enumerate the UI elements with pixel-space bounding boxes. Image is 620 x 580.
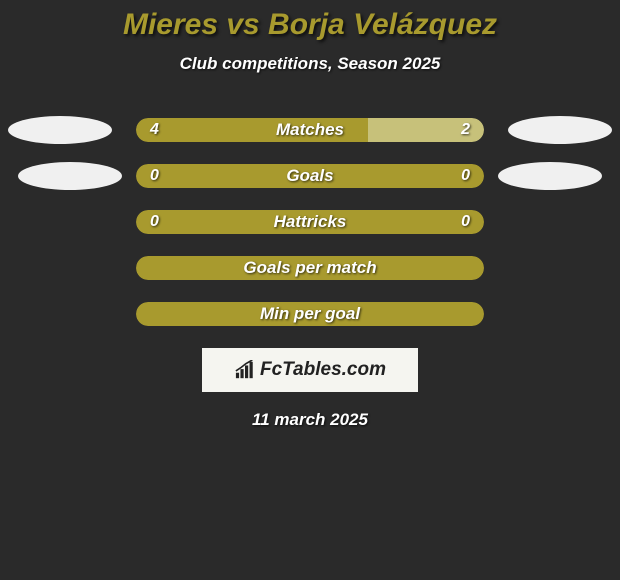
stat-row-goals-per-match: Goals per match: [0, 256, 620, 280]
player-right-marker: [498, 162, 602, 190]
bar-label: Goals: [286, 166, 333, 186]
bar-label: Min per goal: [260, 304, 360, 324]
stat-row-min-per-goal: Min per goal: [0, 302, 620, 326]
player-right-marker: [508, 116, 612, 144]
page-subtitle: Club competitions, Season 2025: [0, 54, 620, 74]
bar-track: 0 Goals 0: [136, 164, 484, 188]
bar-value-right: 0: [461, 213, 470, 231]
bar-left-segment: [136, 164, 310, 188]
bar-label: Matches: [276, 120, 344, 140]
logo-text: FcTables.com: [260, 359, 386, 381]
bar-value-right: 0: [461, 167, 470, 185]
page-title: Mieres vs Borja Velázquez: [0, 8, 620, 42]
comparison-card: Mieres vs Borja Velázquez Club competiti…: [0, 0, 620, 430]
bar-value-left: 0: [150, 167, 159, 185]
logo-inner: FcTables.com: [234, 359, 386, 381]
player-left-marker: [18, 162, 122, 190]
bar-track: 4 Matches 2: [136, 118, 484, 142]
bar-value-right: 2: [461, 121, 470, 139]
stat-row-goals: 0 Goals 0: [0, 164, 620, 188]
bar-right-segment: [310, 164, 484, 188]
bar-label: Hattricks: [274, 212, 347, 232]
bar-label: Goals per match: [243, 258, 376, 278]
logo-box: FcTables.com: [202, 348, 418, 392]
bar-value-left: 4: [150, 121, 159, 139]
bar-track: 0 Hattricks 0: [136, 210, 484, 234]
chart-icon: [234, 360, 256, 380]
stat-row-hattricks: 0 Hattricks 0: [0, 210, 620, 234]
bar-track: Min per goal: [136, 302, 484, 326]
bar-value-left: 0: [150, 213, 159, 231]
player-left-marker: [8, 116, 112, 144]
stat-row-matches: 4 Matches 2: [0, 118, 620, 142]
bar-track: Goals per match: [136, 256, 484, 280]
date-text: 11 march 2025: [0, 410, 620, 430]
